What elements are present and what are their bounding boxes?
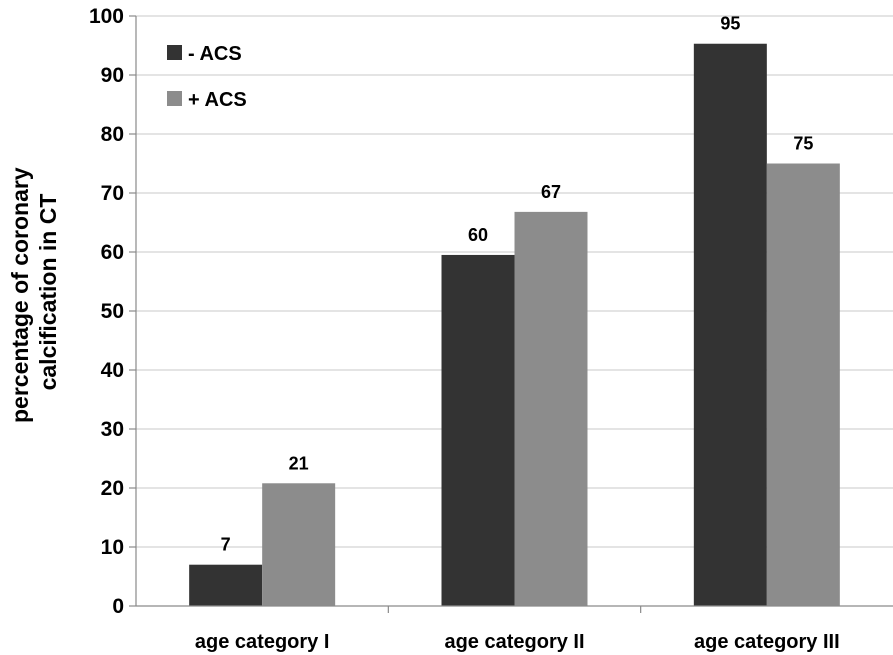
bar xyxy=(262,483,336,606)
y-tick-label: 70 xyxy=(101,182,124,205)
x-category-label: age category II xyxy=(444,631,584,653)
bar xyxy=(441,254,515,606)
legend-label: + ACS xyxy=(188,89,247,111)
y-axis-title: percentage of coronary calcification in … xyxy=(7,161,61,423)
y-tick-label: 50 xyxy=(101,300,124,323)
y-tick-label: 30 xyxy=(101,418,124,441)
y-axis-title-line-1: percentage of coronary xyxy=(7,167,33,423)
bar-value-label: 67 xyxy=(541,182,561,202)
bars xyxy=(189,43,840,607)
y-tick-label: 20 xyxy=(101,477,124,500)
x-category-label: age category III xyxy=(694,631,840,653)
bar xyxy=(693,43,767,607)
bar-value-label: 75 xyxy=(793,134,813,154)
legend-label: - ACS xyxy=(188,43,242,65)
y-tick-label: 80 xyxy=(101,123,124,146)
bar-value-label: 60 xyxy=(468,225,488,245)
y-axis-title-line-2: calcification in CT xyxy=(35,194,61,391)
bar xyxy=(514,211,588,606)
legend: - ACS + ACS xyxy=(167,43,247,111)
y-tick-label: 90 xyxy=(101,64,124,87)
labels: 0 10 20 30 40 50 60 70 80 90 100 age category I 7 21 a… xyxy=(89,5,840,653)
x-category-label: age category I xyxy=(195,631,330,653)
bar-value-label: 21 xyxy=(289,453,309,473)
legend-swatch xyxy=(167,91,182,106)
bar xyxy=(189,564,263,606)
y-tick-label: 0 xyxy=(112,595,124,618)
y-tick-label: 40 xyxy=(101,359,124,382)
y-tick-label: 100 xyxy=(89,5,124,28)
y-tick-label: 10 xyxy=(101,536,124,559)
bar-value-label: 95 xyxy=(720,14,740,34)
axes xyxy=(129,15,893,613)
legend-swatch xyxy=(167,45,182,60)
bar xyxy=(766,163,840,606)
bar-value-label: 7 xyxy=(221,535,231,555)
y-tick-label: 60 xyxy=(101,241,124,264)
